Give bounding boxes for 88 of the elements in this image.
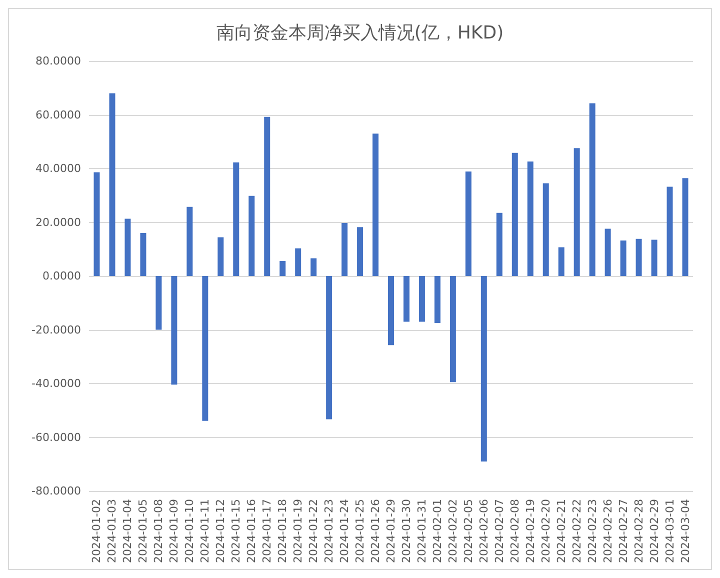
x-tick-label: 2024-02-05: [462, 499, 475, 563]
x-tick-label: 2024-02-22: [570, 499, 584, 563]
bar: [558, 247, 564, 276]
bar: [542, 183, 549, 276]
y-tick-label: -80.0000: [32, 484, 81, 498]
x-tick-label: 2024-01-04: [121, 499, 134, 563]
bar: [403, 276, 410, 322]
x-tick-label: 2024-01-25: [354, 499, 367, 563]
bar: [357, 227, 364, 276]
y-tick-label: -20.0000: [32, 323, 81, 336]
bar: [171, 276, 178, 385]
bar: [310, 258, 317, 276]
bar: [109, 93, 116, 276]
x-tick-label: 2024-01-31: [415, 499, 428, 563]
y-tick-label: 80.0000: [36, 54, 81, 68]
x-tick-label: 2024-02-19: [524, 499, 537, 563]
x-tick-label: 2024-01-19: [292, 499, 305, 563]
bar: [342, 223, 348, 276]
x-tick-label: 2024-01-16: [245, 499, 258, 563]
bar: [589, 103, 596, 276]
y-tick-label: -40.0000: [32, 377, 81, 390]
x-tick-label: 2024-01-17: [260, 499, 274, 563]
bar: [264, 116, 270, 276]
x-tick-label: 2024-02-21: [554, 499, 568, 563]
x-tick-label: 2024-01-02: [90, 499, 104, 563]
x-tick-label: 2024-01-10: [183, 499, 196, 563]
chart-title: 南向资金本周净买入情况(亿，HKD): [216, 22, 504, 44]
x-tick-label: 2024-02-28: [632, 499, 646, 563]
y-tick-label: 60.0000: [36, 108, 81, 122]
x-tick-label: 2024-02-08: [508, 499, 522, 563]
bar: [604, 228, 611, 276]
x-tick-label: 2024-01-03: [106, 499, 119, 563]
bar: [233, 162, 240, 276]
x-tick-label: 2024-01-26: [369, 499, 382, 563]
x-tick-label: 2024-01-30: [400, 499, 413, 563]
bar: [574, 148, 580, 276]
x-tick-label: 2024-01-08: [152, 499, 166, 563]
bar: [372, 134, 379, 276]
bar: [202, 276, 208, 421]
bar: [326, 276, 332, 420]
bar: [124, 218, 131, 276]
bar: [295, 248, 302, 276]
x-tick-label: 2024-03-01: [663, 499, 676, 563]
x-tick-label: 2024-02-07: [492, 499, 506, 563]
bar: [527, 162, 534, 276]
x-tick-label: 2024-02-02: [446, 499, 460, 563]
x-tick-label: 2024-01-09: [168, 499, 181, 563]
y-tick-label: 20.0000: [36, 216, 81, 229]
y-tick-label: 0.0000: [42, 270, 81, 282]
bar: [496, 212, 502, 276]
bar: [218, 237, 224, 276]
x-tick-label: 2024-01-15: [230, 499, 243, 563]
bar: [248, 196, 255, 276]
x-tick-label: 2024-01-23: [322, 499, 336, 563]
x-tick-label: 2024-01-11: [198, 499, 212, 563]
bar: [450, 276, 456, 382]
x-tick-label: 2024-02-23: [586, 499, 599, 563]
x-tick-label: 2024-01-05: [136, 499, 150, 563]
x-tick-label: 2024-02-29: [648, 499, 661, 563]
bar: [636, 238, 642, 276]
bar: [418, 276, 425, 322]
bar: [434, 276, 440, 324]
y-tick-label: 40.0000: [36, 162, 81, 175]
bar: [480, 276, 487, 462]
x-tick-label: 2024-02-06: [477, 499, 490, 563]
bar: [388, 276, 394, 346]
bar: [186, 206, 193, 276]
bar: [620, 240, 626, 276]
bar: [156, 276, 162, 330]
bar: [280, 260, 286, 276]
bar: [94, 172, 100, 276]
x-tick-label: 2024-01-18: [276, 499, 290, 563]
x-tick-label: 2024-02-26: [601, 499, 614, 563]
bar: [682, 178, 688, 276]
x-tick-label: 2024-01-24: [338, 499, 352, 563]
x-tick-label: 2024-02-27: [616, 499, 630, 563]
x-tick-label: 2024-01-29: [384, 499, 398, 563]
x-tick-label: 2024-01-22: [307, 499, 320, 563]
bar: [666, 186, 673, 276]
x-tick-label: 2024-02-01: [430, 499, 444, 563]
y-tick-label: -60.0000: [32, 430, 81, 444]
bar: [140, 233, 146, 276]
bar: [465, 171, 472, 276]
x-tick-label: 2024-01-12: [214, 499, 228, 563]
x-tick-label: 2024-03-04: [678, 499, 692, 563]
bar: [651, 240, 658, 276]
bar: [512, 152, 518, 276]
x-tick-label: 2024-02-20: [539, 499, 552, 563]
